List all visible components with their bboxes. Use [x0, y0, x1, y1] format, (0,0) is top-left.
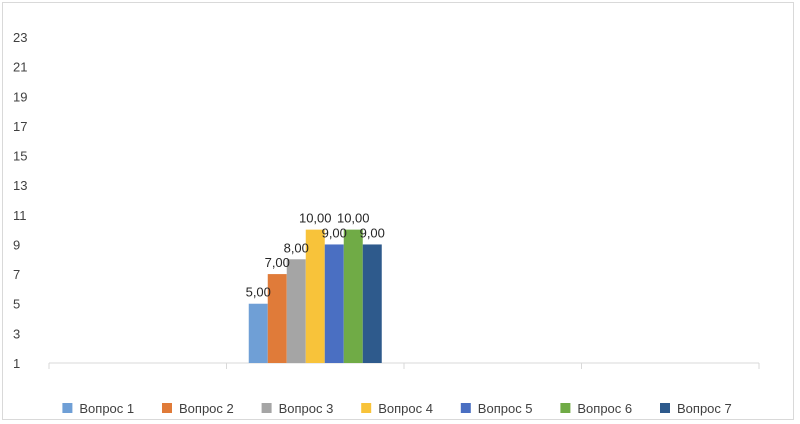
bar	[343, 229, 363, 363]
bar	[305, 229, 325, 363]
y-tick-label: 21	[13, 60, 27, 75]
data-label: 9,00	[322, 225, 347, 240]
legend-swatch	[560, 403, 571, 413]
bar	[267, 274, 287, 363]
y-tick-label: 1	[13, 356, 20, 371]
data-label: 7,00	[265, 255, 290, 270]
y-tick-label: 9	[13, 237, 20, 252]
legend-label: Вопрос 2	[179, 401, 234, 416]
legend-label: Вопрос 4	[378, 401, 433, 416]
y-tick-label: 23	[13, 30, 27, 45]
bar	[362, 244, 382, 363]
legend-swatch	[62, 403, 73, 413]
legend-label: Вопрос 3	[279, 401, 334, 416]
legend-label: Вопрос 5	[478, 401, 533, 416]
legend-swatch	[361, 403, 372, 413]
data-label: 10,00	[299, 211, 332, 226]
data-label: 5,00	[246, 285, 271, 300]
legend: Вопрос 1 Вопрос 2 Вопрос 3 Вопрос 4 Вопрос 5…	[62, 401, 732, 416]
y-tick-label: 17	[13, 119, 27, 134]
chart-frame: 1 3 5 7 9 11 13 15 17 19 21 23 5,00 7,00 8,00 10,00 9,0…	[2, 2, 794, 420]
y-tick-label: 19	[13, 89, 27, 104]
legend-label: Вопрос 1	[79, 401, 134, 416]
y-tick-label: 7	[13, 267, 20, 282]
bar	[248, 303, 268, 363]
bars-layer	[248, 229, 382, 363]
y-tick-label: 13	[13, 178, 27, 193]
legend-swatch	[460, 403, 471, 413]
data-label: 8,00	[284, 240, 309, 255]
axes-layer	[48, 362, 760, 369]
y-tick-label: 15	[13, 149, 27, 164]
y-tick-label: 5	[13, 297, 20, 312]
bar	[286, 259, 306, 363]
legend-label: Вопрос 6	[577, 401, 632, 416]
legend-swatch	[660, 403, 670, 413]
data-label: 9,00	[360, 225, 385, 240]
data-label: 10,00	[337, 211, 370, 226]
legend-swatch	[162, 403, 172, 413]
legend-label: Вопрос 7	[677, 401, 732, 416]
bar	[324, 244, 344, 363]
y-tick-label: 3	[13, 326, 20, 341]
legend-swatch	[261, 403, 272, 413]
y-tick-label: 11	[13, 208, 27, 223]
